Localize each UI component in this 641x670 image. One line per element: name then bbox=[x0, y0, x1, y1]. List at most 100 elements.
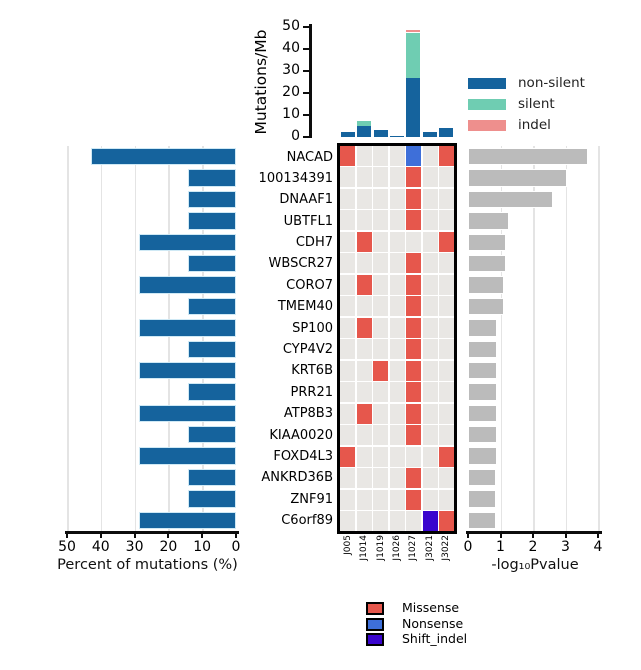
right-bar bbox=[468, 468, 496, 487]
right-chart-gridline bbox=[500, 146, 502, 531]
left-bar bbox=[187, 190, 236, 209]
Missense-legend-label: Missense bbox=[402, 600, 460, 615]
left-bar bbox=[187, 169, 236, 187]
right-bar bbox=[468, 148, 589, 166]
top-y-axis-spine bbox=[309, 24, 312, 138]
left-chart-gridline bbox=[67, 146, 69, 531]
heatmap-cell-empty bbox=[340, 468, 355, 489]
heatmap-cell-missense bbox=[406, 489, 421, 510]
heatmap-cell-empty bbox=[389, 188, 405, 209]
left-x-tick-mark bbox=[99, 533, 102, 538]
heatmap-cell-empty bbox=[389, 425, 405, 446]
left-bar bbox=[187, 254, 236, 273]
gene-label: CDH7 bbox=[295, 235, 333, 251]
left-bar bbox=[139, 404, 236, 423]
right-x-tick-mark bbox=[467, 533, 469, 538]
silent-legend-label: silent bbox=[518, 96, 555, 112]
top-bar-segment-non-silent bbox=[373, 130, 388, 137]
heatmap-cell-empty bbox=[373, 468, 388, 489]
heatmap-cell-missense bbox=[356, 231, 372, 252]
heatmap-cell-empty bbox=[389, 339, 405, 360]
left-bar bbox=[139, 276, 236, 294]
left-bar bbox=[187, 426, 236, 444]
heatmap-cell-empty bbox=[373, 317, 388, 338]
sample-label: J005 bbox=[343, 535, 354, 555]
gene-label: C6orf89 bbox=[281, 513, 333, 529]
heatmap-cell-missense bbox=[439, 231, 454, 252]
heatmap-cell-empty bbox=[340, 360, 355, 381]
heatmap-cell-empty bbox=[340, 339, 355, 360]
heatmap-cell-empty bbox=[340, 317, 355, 338]
top-bar-segment-non-silent bbox=[341, 131, 356, 137]
heatmap-cell-empty bbox=[422, 210, 438, 231]
heatmap-cell-missense bbox=[373, 360, 388, 381]
heatmap-cell-empty bbox=[340, 425, 355, 446]
gene-label: PRR21 bbox=[290, 384, 333, 400]
heatmap-cell-empty bbox=[422, 188, 438, 209]
right-chart-gridline bbox=[533, 146, 535, 531]
left-x-tick-mark bbox=[235, 533, 237, 538]
heatmap-cell-missense bbox=[356, 403, 372, 424]
heatmap-cell-empty bbox=[356, 188, 372, 209]
sample-label: J1026 bbox=[392, 535, 402, 561]
gene-label: CYP4V2 bbox=[282, 342, 333, 357]
left-x-tick-mark bbox=[201, 533, 204, 538]
heatmap-cell-empty bbox=[422, 253, 438, 274]
heatmap-cell-empty bbox=[373, 231, 388, 252]
left-x-tick-label: 0 bbox=[231, 539, 241, 555]
heatmap-cell-empty bbox=[356, 468, 372, 489]
left-bar bbox=[90, 148, 236, 166]
heatmap-cell-empty bbox=[340, 231, 355, 252]
right-bar bbox=[468, 169, 568, 187]
Shift_indel-legend-swatch bbox=[366, 633, 384, 646]
top-bar-segment-non-silent bbox=[390, 135, 405, 137]
heatmap-cell-empty bbox=[340, 253, 355, 274]
top-y-tick-mark bbox=[303, 48, 309, 50]
heatmap-cell-empty bbox=[356, 382, 372, 403]
heatmap-cell-empty bbox=[389, 167, 405, 188]
top-bar-segment-silent bbox=[406, 32, 421, 78]
left-bar bbox=[139, 319, 236, 337]
left-bar bbox=[139, 361, 236, 380]
sample-label: J1014 bbox=[359, 535, 370, 561]
heatmap-cell-empty bbox=[439, 382, 454, 403]
heatmap-cell-empty bbox=[422, 489, 438, 510]
heatmap-cell-empty bbox=[422, 231, 438, 252]
top-y-tick-label: 50 bbox=[282, 18, 300, 34]
heatmap-cell-empty bbox=[340, 188, 355, 209]
heatmap-cell-nonsense bbox=[406, 146, 421, 166]
right-x-tick-label: 0 bbox=[463, 539, 473, 555]
heatmap-cell-empty bbox=[439, 360, 454, 381]
heatmap-cell-empty bbox=[389, 489, 405, 510]
gene-label: NACAD bbox=[286, 149, 333, 165]
heatmap-cell-empty bbox=[356, 489, 372, 510]
left-bar bbox=[187, 383, 236, 401]
right-bar bbox=[468, 447, 498, 465]
heatmap-cell-missense bbox=[356, 274, 372, 295]
Missense-legend-swatch bbox=[366, 602, 384, 615]
heatmap-cell-empty bbox=[373, 446, 388, 467]
heatmap-cell-empty bbox=[422, 339, 438, 360]
heatmap-cell-missense bbox=[439, 146, 454, 166]
top-bar-segment-silent bbox=[357, 120, 372, 126]
right-x-tick-mark bbox=[597, 533, 599, 538]
right-bar bbox=[468, 297, 505, 316]
heatmap-cell-missense bbox=[340, 446, 355, 467]
left-chart-x-axis-spine bbox=[65, 531, 239, 534]
right-x-tick-label: 3 bbox=[561, 539, 570, 555]
heatmap-cell-empty bbox=[340, 296, 355, 317]
heatmap-cell-empty bbox=[422, 425, 438, 446]
top-y-tick-mark bbox=[303, 92, 309, 94]
right-bar bbox=[468, 340, 498, 358]
heatmap-cell-empty bbox=[422, 274, 438, 295]
heatmap-cell-empty bbox=[389, 317, 405, 338]
heatmap-cell-empty bbox=[389, 511, 405, 531]
left-x-tick-label: 30 bbox=[125, 539, 144, 555]
heatmap-cell-missense bbox=[340, 146, 355, 166]
sample-label: J1027 bbox=[408, 535, 419, 561]
heatmap-cell-missense bbox=[406, 210, 421, 231]
right-bar bbox=[468, 190, 553, 209]
left-x-tick-label: 50 bbox=[58, 539, 76, 555]
top-y-tick-label: 10 bbox=[282, 106, 300, 122]
top-bar-segment-non-silent bbox=[406, 77, 421, 137]
